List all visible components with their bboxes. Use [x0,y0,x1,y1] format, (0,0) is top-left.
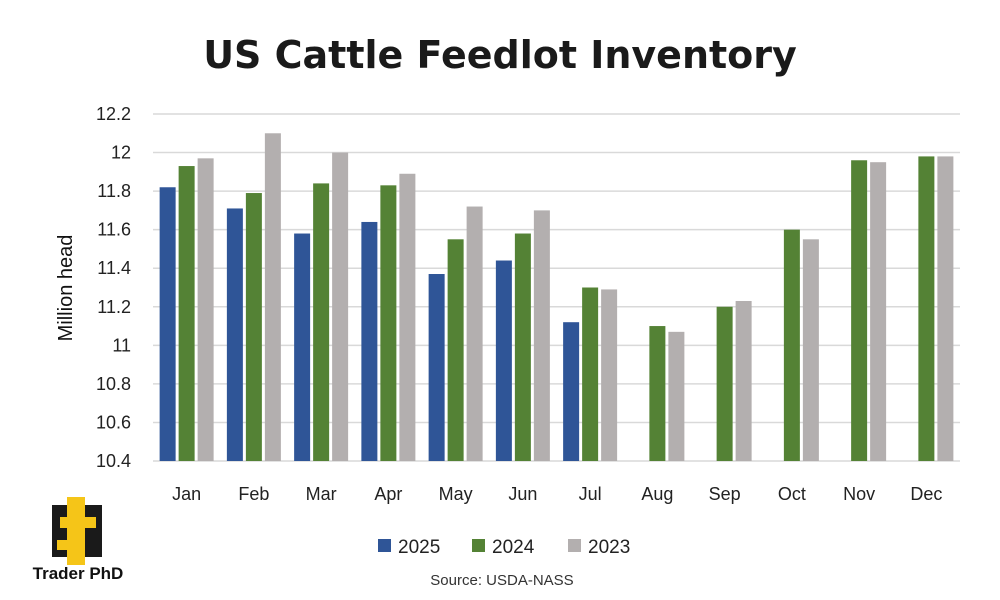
y-tick-label: 11.4 [97,258,131,278]
trader-phd-logo: Trader PhD [33,497,124,583]
bar-2024-oct [783,229,800,461]
bar-2023-mar [332,152,349,462]
bar-2023-feb [264,133,281,461]
legend-swatch-2025 [378,539,391,552]
y-axis-label: Million head [55,235,77,342]
y-tick-label: 11 [112,335,131,355]
bar-2023-aug [668,331,685,461]
bar-2023-sep [735,300,752,461]
x-tick-label: May [439,484,473,504]
bar-2025-jan [159,187,176,461]
bars [159,133,954,462]
legend-label-2025: 2025 [398,537,440,558]
y-tick-label: 12.2 [96,104,131,124]
chart-title: US Cattle Feedlot Inventory [203,33,797,77]
y-tick-label: 11.8 [97,181,131,201]
x-tick-label: Sep [709,484,741,504]
bar-2025-may [428,274,445,461]
legend-swatch-2023 [568,539,581,552]
bar-2024-feb [245,193,262,462]
bar-2024-jan [178,166,195,462]
grid [153,113,960,462]
bar-2024-aug [649,326,666,461]
bar-2023-jun [533,210,550,461]
bar-2024-jun [514,233,531,461]
bar-2023-jan [197,158,214,462]
bar-2023-nov [870,162,887,461]
y-tick-label: 10.6 [96,412,131,432]
bar-2023-oct [802,239,819,461]
bar-2024-mar [313,183,330,461]
bar-2024-may [447,239,464,461]
brand-name: Trader PhD [33,564,124,583]
logo-icon [52,497,102,565]
legend-label-2024: 2024 [492,537,535,558]
bar-2025-mar [294,233,311,461]
bar-2023-may [466,206,483,461]
x-tick-label: Oct [778,484,806,504]
legend-swatch-2024 [472,539,485,552]
x-axis-ticks: Jan Feb Mar Apr May Jun Jul Aug Sep Oct Nov Dec [172,484,942,504]
y-tick-label: 11.2 [97,297,131,317]
y-tick-label: 11.6 [97,220,131,240]
bar-2023-dec [937,156,954,461]
bar-2025-apr [361,221,378,461]
x-tick-label: Jun [508,484,537,504]
x-tick-label: Dec [910,484,942,504]
x-tick-label: Jul [579,484,602,504]
y-axis-ticks: 10.4 10.6 10.8 11 11.2 11.4 11.6 11.8 12 12.2 [96,104,131,471]
x-tick-label: Nov [843,484,875,504]
x-tick-label: Jan [172,484,201,504]
bar-2025-jul [563,322,580,461]
bar-2024-apr [380,185,397,462]
y-tick-label: 10.8 [96,374,131,394]
bar-2024-dec [918,156,935,461]
x-tick-label: Aug [641,484,673,504]
bar-2025-feb [226,208,243,461]
y-tick-label: 12 [111,143,131,163]
bar-2023-apr [399,173,416,461]
bar-2024-nov [851,160,868,461]
bar-2024-jul [582,287,599,461]
y-tick-label: 10.4 [96,451,131,471]
bar-2025-jun [495,260,512,461]
legend: 2025 2024 2023 [378,537,630,558]
x-tick-label: Mar [306,484,337,504]
bar-2024-sep [716,306,733,461]
bar-2023-jul [601,289,618,461]
x-tick-label: Feb [238,484,269,504]
legend-label-2023: 2023 [588,537,630,558]
source-note: Source: USDA-NASS [430,572,573,589]
x-tick-label: Apr [374,484,402,504]
